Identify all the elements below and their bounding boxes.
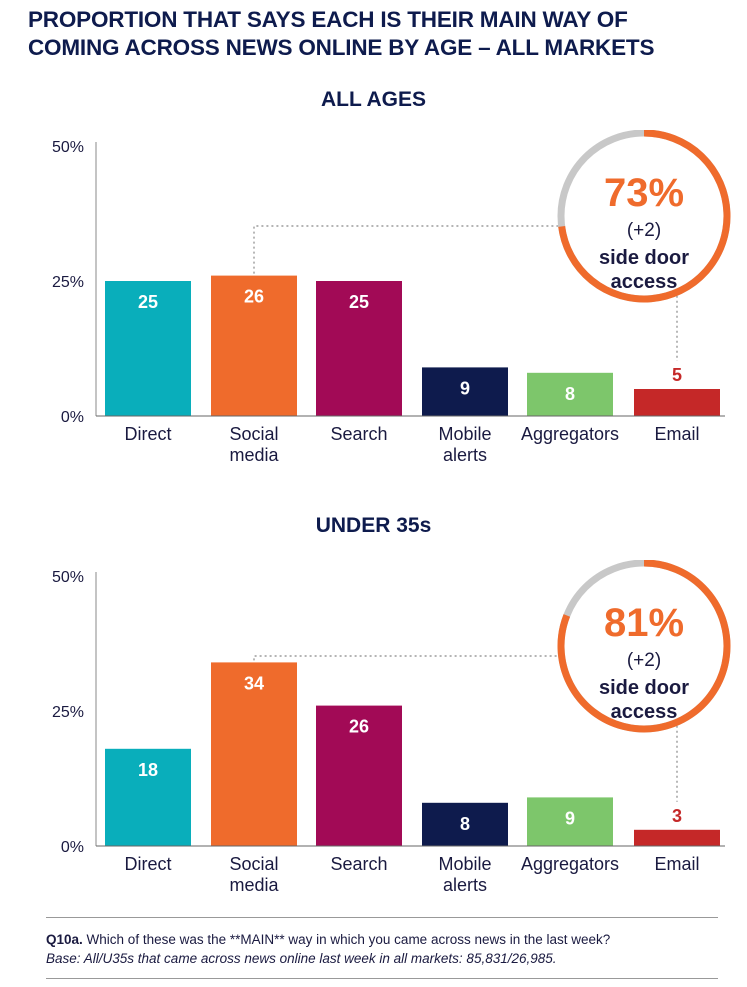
footnote-question: Which of these was the **MAIN** way in w… [86,932,611,947]
callout-ring-background [561,133,727,299]
data-label-direct: 25 [138,292,158,312]
chart-title-all-ages: ALL AGES [320,88,426,111]
callout-change: (+2) [627,220,661,241]
main-title-line-2: COMING ACROSS NEWS ONLINE BY AGE – ALL M… [28,35,655,60]
chart-title-under-35s: UNDER 35s [315,514,432,537]
category-label: media [229,875,279,895]
y-tick-label: 0% [61,409,84,426]
bar-social-media [211,662,297,846]
category-label: Mobile [438,854,491,874]
bar-direct [105,281,191,416]
category-label: Social [229,424,278,444]
bar-social-media [211,275,297,416]
data-label-email: 5 [672,365,682,385]
bar-mobile-alerts [422,802,508,846]
data-label-mobile-alerts: 9 [460,378,470,398]
data-label-search: 25 [349,292,369,312]
bar-email [634,829,720,846]
category-label: Mobile [438,424,491,444]
callout-ring-background [561,563,727,729]
category-label: alerts [443,875,487,895]
callout-label-line-1: side door [599,677,689,699]
callout-label-line-1: side door [599,247,689,269]
bar-aggregators [527,372,613,416]
callout-percentage: 73% [604,171,684,215]
connector-social [253,225,561,274]
bar-email [634,389,720,416]
main-title: PROPORTION THAT SAYS EACH IS THEIR MAIN … [28,6,728,62]
y-tick-label: 50% [52,569,84,586]
callout-label-line-2: access [611,701,678,723]
footnote-question-label: Q10a. [46,932,83,947]
footnote-top-divider [46,917,718,918]
category-label: Aggregators [521,424,619,444]
callout-percentage: 81% [604,601,684,645]
category-label: Direct [124,424,171,444]
callout-label-line-2: access [611,271,678,293]
category-label: Search [330,854,387,874]
callout-change: (+2) [627,650,661,671]
bar-direct [105,748,191,846]
category-label: Direct [124,854,171,874]
callout-ring-progress [557,560,731,733]
data-label-aggregators: 9 [565,808,575,828]
bar-search [316,705,402,846]
callout-ring-progress [558,130,731,303]
connector-social [253,655,561,661]
category-label: alerts [443,445,487,465]
data-label-search: 26 [349,717,369,737]
data-label-mobile-alerts: 8 [460,814,470,834]
category-label: Social [229,854,278,874]
y-tick-label: 25% [52,274,84,291]
y-tick-label: 0% [61,839,84,856]
bar-mobile-alerts [422,367,508,416]
category-label: Search [330,424,387,444]
category-label: Email [654,854,699,874]
data-label-email: 3 [672,806,682,826]
category-label: media [229,445,279,465]
bar-search [316,281,402,416]
footnote-base: Base: All/U35s that came across news onl… [46,951,557,966]
footnote: Q10a. Which of these was the **MAIN** wa… [46,930,736,968]
y-tick-label: 50% [52,139,84,156]
y-tick-label: 25% [52,704,84,721]
category-label: Aggregators [521,854,619,874]
bar-aggregators [527,797,613,846]
category-label: Email [654,424,699,444]
data-label-social-media: 34 [244,673,264,693]
data-label-social-media: 26 [244,287,264,307]
data-label-direct: 18 [138,760,158,780]
main-title-line-1: PROPORTION THAT SAYS EACH IS THEIR MAIN … [28,7,628,32]
footnote-bottom-divider [46,978,718,979]
data-label-aggregators: 8 [565,384,575,404]
